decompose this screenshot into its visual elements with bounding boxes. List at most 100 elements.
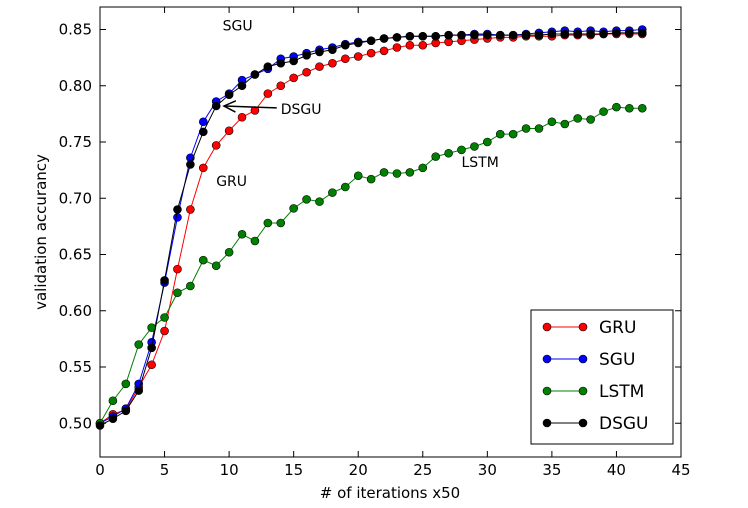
annotation-gru: GRU [216, 174, 247, 190]
data-point-lstm [328, 188, 337, 197]
data-point-lstm [521, 124, 531, 133]
data-point-gru [237, 112, 247, 122]
data-point-lstm [599, 107, 608, 116]
data-point-dsgu [431, 31, 440, 41]
data-point-dsgu [198, 127, 208, 137]
x-axis-label: # of iterations x50 [320, 484, 460, 502]
data-point-lstm [573, 114, 583, 123]
data-point-dsgu [263, 62, 273, 71]
x-tick-label: 45 [671, 461, 690, 479]
y-axis: 0.50 0.55 0.60 0.65 0.70 0.75 0.80 0.85 [59, 21, 681, 432]
data-point-gru [276, 81, 286, 91]
data-point-gru [147, 360, 156, 370]
data-point-lstm [457, 145, 466, 155]
data-point-lstm [341, 182, 350, 192]
data-point-dsgu [289, 56, 298, 66]
data-point-lstm [483, 137, 492, 147]
data-point-lstm [289, 204, 298, 213]
data-point-lstm [586, 115, 595, 124]
data-point-lstm [108, 396, 118, 406]
data-point-dsgu [521, 30, 531, 40]
data-point-lstm [353, 171, 363, 181]
data-point-lstm [237, 229, 247, 239]
legend-marker-lstm [578, 386, 588, 396]
data-point-dsgu [599, 29, 608, 39]
data-point-gru [328, 58, 337, 68]
data-point-dsgu [379, 34, 389, 43]
data-point-dsgu [547, 29, 557, 39]
data-point-dsgu [276, 58, 286, 68]
data-point-gru [302, 67, 311, 77]
data-point-dsgu [495, 30, 505, 40]
y-tick-label: 0.60 [59, 302, 92, 320]
data-point-lstm [121, 379, 131, 389]
legend-marker-gru [578, 322, 588, 332]
legend-marker-sgu [542, 354, 552, 364]
data-point-dsgu [483, 30, 492, 40]
data-point-dsgu [508, 30, 518, 40]
data-point-dsgu [108, 414, 118, 424]
x-tick-label: 30 [478, 461, 497, 479]
data-point-lstm [173, 288, 182, 298]
data-point-lstm [637, 103, 647, 113]
data-point-dsgu [637, 28, 647, 38]
data-point-dsgu [392, 33, 402, 42]
x-tick-label: 35 [542, 461, 561, 479]
data-point-dsgu [134, 386, 144, 395]
data-point-lstm [134, 340, 144, 349]
data-point-gru [341, 54, 350, 64]
data-point-lstm [560, 119, 570, 129]
annotations: SGU DSGU GRU LSTM [216, 19, 499, 190]
series-dsgu [95, 28, 647, 430]
y-axis-label: validation accurancy [32, 154, 50, 310]
data-point-dsgu [237, 81, 247, 91]
data-point-dsgu [612, 28, 621, 38]
legend-label-gru: GRU [599, 318, 636, 338]
data-point-dsgu [405, 31, 415, 41]
data-point-lstm [470, 142, 479, 151]
y-tick-label: 0.55 [59, 358, 92, 376]
data-point-lstm [625, 103, 634, 113]
legend-item-gru: GRU [542, 318, 636, 338]
data-point-dsgu [302, 51, 311, 60]
data-point-dsgu [341, 40, 350, 50]
series-layer [95, 25, 647, 430]
data-point-gru [160, 326, 169, 336]
data-point-dsgu [457, 30, 466, 40]
data-point-dsgu [186, 160, 195, 169]
data-point-dsgu [444, 30, 453, 40]
annotation-lstm: LSTM [462, 155, 499, 171]
y-tick-label: 0.85 [59, 21, 92, 39]
data-point-lstm [379, 168, 389, 177]
data-point-lstm [418, 163, 428, 173]
data-point-lstm [302, 195, 311, 204]
data-point-dsgu [160, 276, 169, 285]
data-point-lstm [250, 236, 260, 246]
data-point-dsgu [211, 101, 221, 111]
data-point-lstm [431, 152, 440, 161]
legend-marker-gru [542, 322, 552, 332]
data-point-dsgu [586, 29, 595, 39]
y-tick-label: 0.50 [59, 414, 92, 432]
y-tick-label: 0.80 [59, 77, 92, 95]
data-point-lstm [198, 255, 208, 265]
x-tick-label: 10 [220, 461, 239, 479]
x-tick-label: 25 [413, 461, 432, 479]
data-point-sgu [198, 117, 208, 127]
y-tick-label: 0.65 [59, 246, 92, 264]
legend-item-sgu: SGU [542, 350, 635, 370]
data-point-gru [186, 205, 195, 214]
data-point-lstm [547, 117, 557, 127]
x-tick-label: 15 [284, 461, 303, 479]
data-point-lstm [366, 174, 376, 184]
x-tick-label: 5 [160, 461, 170, 479]
data-point-sgu [173, 213, 182, 222]
data-point-gru [379, 46, 389, 56]
legend-label-lstm: LSTM [599, 382, 644, 402]
data-point-dsgu [250, 70, 260, 79]
data-point-lstm [534, 124, 544, 133]
x-tick-label: 0 [95, 461, 105, 479]
data-point-lstm [315, 197, 324, 206]
x-tick-label: 40 [607, 461, 626, 479]
